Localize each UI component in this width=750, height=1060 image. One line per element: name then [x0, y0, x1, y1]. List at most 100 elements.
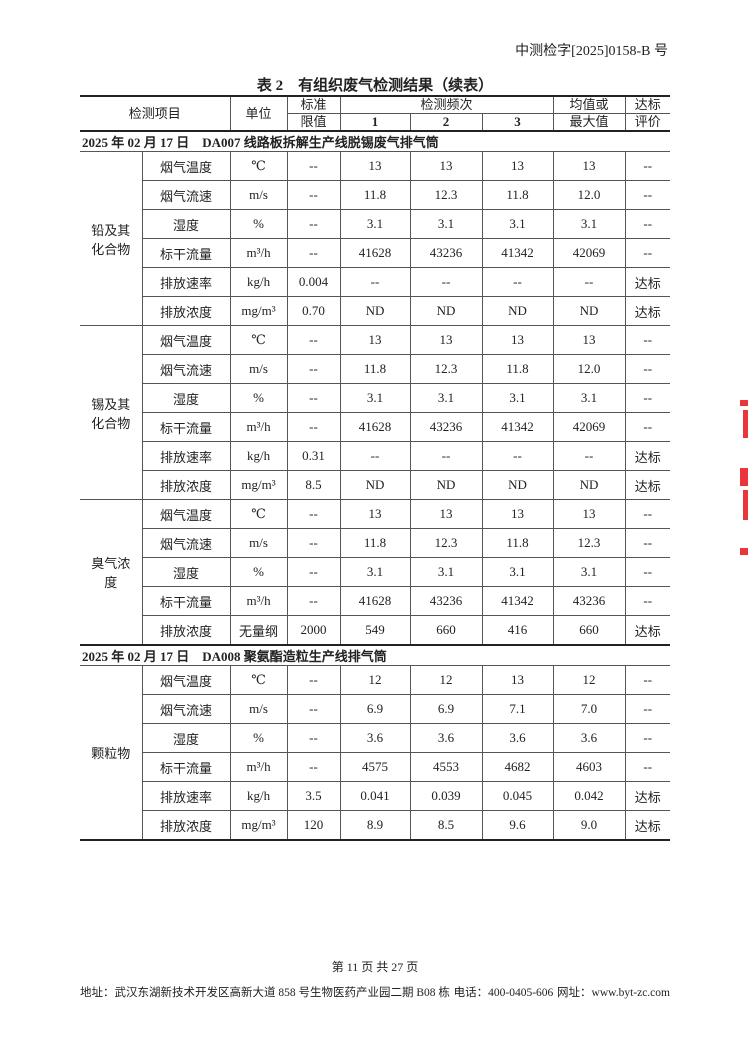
limit-cell: 0.31 [286, 441, 341, 471]
table-row: 臭气浓度 烟气温度 ℃ -- 13 13 13 13 -- [80, 499, 671, 646]
average-or-max-cell: 660 [552, 615, 626, 646]
parameter-cell: 排放浓度 [141, 615, 231, 646]
unit-cell: % [229, 209, 288, 239]
section-header-row: 2025 年 02 月 17 日 DA008 聚氨酯造粒生产线排气筒 [80, 644, 671, 666]
value-2-cell: -- [409, 441, 483, 471]
value-3-cell: -- [481, 441, 554, 471]
limit-cell: -- [286, 586, 341, 616]
limit-cell: -- [286, 180, 341, 210]
evaluation-cell: -- [624, 557, 671, 587]
value-2-cell: 43236 [409, 412, 483, 442]
table-row: 排放浓度 无量纲 2000 549 660 416 660 达标 [80, 615, 671, 646]
evaluation-cell: -- [624, 499, 671, 529]
unit-cell: mg/m³ [229, 810, 288, 841]
unit-cell: ℃ [229, 665, 288, 695]
table-row: 湿度% -- 3.1 3.1 3.1 3.1 -- [80, 383, 671, 413]
unit-cell: ℃ [229, 151, 288, 181]
table-row: 湿度% -- 3.1 3.1 3.1 3.1 -- [80, 557, 671, 587]
unit-cell: mg/m³ [229, 296, 288, 326]
parameter-cell: 烟气流速 [141, 354, 231, 384]
limit-cell: -- [286, 499, 341, 529]
parameter-cell: 烟气流速 [141, 694, 231, 724]
limit-cell: 8.5 [286, 470, 341, 500]
average-or-max-cell: -- [552, 267, 626, 297]
value-3-cell: 13 [481, 499, 554, 529]
average-or-max-cell: 3.1 [552, 209, 626, 239]
table-row: 排放浓度 mg/m³ 8.5 ND ND ND ND 达标 [80, 470, 671, 500]
evaluation-cell: -- [624, 238, 671, 268]
evaluation-cell: -- [624, 528, 671, 558]
unit-cell: m/s [229, 354, 288, 384]
value-2-cell: 8.5 [409, 810, 483, 841]
value-1-cell: 11.8 [339, 528, 411, 558]
limit-cell: -- [286, 723, 341, 753]
value-2-cell: 0.039 [409, 781, 483, 811]
unit-cell: % [229, 383, 288, 413]
table-row: 标干流量 m³/h -- 41628 43236 41342 43236 -- [80, 586, 671, 616]
parameter-cell: 标干流量 [141, 238, 231, 268]
average-or-max-cell: 13 [552, 325, 626, 355]
section-title: 2025 年 02 月 17 日 DA008 聚氨酯造粒生产线排气筒 [80, 644, 671, 666]
value-2-cell: 43236 [409, 238, 483, 268]
average-or-max-cell: 4603 [552, 752, 626, 782]
table-row: 排放浓度 mg/m³ 120 8.9 8.5 9.6 9.0 达标 [80, 810, 671, 841]
limit-cell: -- [286, 528, 341, 558]
unit-cell: m/s [229, 694, 288, 724]
value-2-cell: 12.3 [409, 180, 483, 210]
table-row: 烟气流速 m/s -- 11.8 12.3 11.8 12.0 -- [80, 180, 671, 210]
unit-cell: m/s [229, 180, 288, 210]
value-3-cell: 3.1 [481, 383, 554, 413]
evaluation-cell: -- [624, 209, 671, 239]
footer: 地址：武汉东湖新技术开发区高新大道 858 号生物医药产业园二期 B08 栋 电… [80, 984, 670, 1000]
header-eval-2: 评价 [624, 113, 671, 131]
value-1-cell: 3.6 [339, 723, 411, 753]
table-row: 颗粒物 烟气温度 ℃ -- 12 12 13 12 -- [80, 665, 671, 841]
average-or-max-cell: ND [552, 296, 626, 326]
value-1-cell: 41628 [339, 412, 411, 442]
table-row: 烟气流速 m/s -- 11.8 12.3 11.8 12.0 -- [80, 354, 671, 384]
limit-cell: -- [286, 238, 341, 268]
value-1-cell: 41628 [339, 586, 411, 616]
limit-cell: 2000 [286, 615, 341, 646]
parameter-cell: 烟气温度 [141, 325, 231, 355]
value-3-cell: 4682 [481, 752, 554, 782]
average-or-max-cell: 0.042 [552, 781, 626, 811]
value-1-cell: 4575 [339, 752, 411, 782]
evaluation-cell: -- [624, 354, 671, 384]
unit-cell: m³/h [229, 752, 288, 782]
parameter-cell: 烟气温度 [141, 499, 231, 529]
evaluation-cell: 达标 [624, 615, 671, 646]
header-eval-1: 达标 [624, 95, 671, 114]
evaluation-cell: 达标 [624, 810, 671, 841]
value-2-cell: 12.3 [409, 354, 483, 384]
footer-address: 地址：武汉东湖新技术开发区高新大道 858 号生物医药产业园二期 B08 栋 [80, 987, 450, 999]
parameter-cell: 湿度 [141, 383, 231, 413]
unit-cell: kg/h [229, 781, 288, 811]
value-3-cell: ND [481, 470, 554, 500]
table-title: 表 2 有组织废气检测结果（续表） [256, 78, 494, 94]
value-3-cell: 41342 [481, 412, 554, 442]
pollutant-name: 颗粒物 [80, 665, 143, 841]
limit-cell: 0.70 [286, 296, 341, 326]
header-freq-1: 1 [339, 113, 411, 131]
value-2-cell: 6.9 [409, 694, 483, 724]
value-1-cell: -- [339, 267, 411, 297]
evaluation-cell: -- [624, 151, 671, 181]
header-freq-2: 2 [409, 113, 483, 131]
evaluation-cell: -- [624, 752, 671, 782]
parameter-cell: 标干流量 [141, 752, 231, 782]
limit-cell: -- [286, 665, 341, 695]
value-2-cell: 3.1 [409, 383, 483, 413]
value-1-cell: 3.1 [339, 209, 411, 239]
value-2-cell: 43236 [409, 586, 483, 616]
evaluation-cell: -- [624, 694, 671, 724]
value-2-cell: 12.3 [409, 528, 483, 558]
unit-cell: % [229, 723, 288, 753]
evaluation-cell: -- [624, 412, 671, 442]
average-or-max-cell: 7.0 [552, 694, 626, 724]
header-frequency: 检测频次 [339, 95, 554, 114]
value-1-cell: 13 [339, 499, 411, 529]
value-2-cell: -- [409, 267, 483, 297]
value-1-cell: 0.041 [339, 781, 411, 811]
table-row: 标干流量 m³/h -- 41628 43236 41342 42069 -- [80, 238, 671, 268]
